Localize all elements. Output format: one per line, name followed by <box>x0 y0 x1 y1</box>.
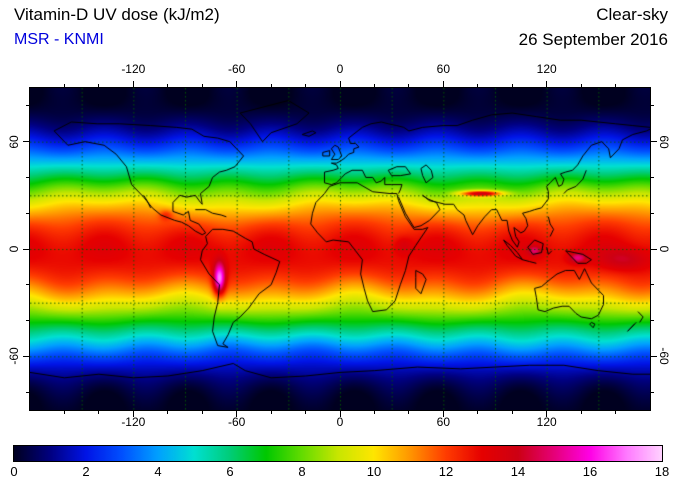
axis-tick <box>201 411 203 414</box>
lon-tick-label-top: -60 <box>227 62 246 76</box>
axis-tick <box>201 84 203 87</box>
axis-tick <box>132 411 134 417</box>
axis-tick <box>339 411 341 417</box>
lat-tick-label-right: 0 <box>657 245 671 253</box>
axis-tick <box>26 176 29 178</box>
lat-tick-label-left: -60 <box>7 347 21 365</box>
axis-tick <box>373 411 375 414</box>
lon-tick-label-bottom: -60 <box>227 415 246 429</box>
axis-tick <box>167 411 169 414</box>
colorbar-tick-label: 16 <box>582 464 598 479</box>
axis-tick <box>63 411 65 414</box>
axis-tick <box>651 391 654 393</box>
colorbar-tick-label: 4 <box>154 464 162 479</box>
scenario-label: Clear-sky <box>596 5 668 24</box>
colorbar-tick-label: 6 <box>226 464 234 479</box>
figure-title: Vitamin-D UV dose (kJ/m2) <box>14 5 220 24</box>
lon-tick-label-bottom: 120 <box>536 415 557 429</box>
lon-tick-label-bottom: 60 <box>436 415 451 429</box>
axis-tick <box>651 141 657 143</box>
lat-tick-label-right: 60 <box>657 134 671 149</box>
axis-tick <box>236 411 238 417</box>
axis-tick <box>23 355 29 357</box>
axis-tick <box>511 411 513 414</box>
lon-tick-label-top: 60 <box>436 62 451 76</box>
axis-tick <box>615 84 617 87</box>
axis-tick <box>477 411 479 414</box>
colorbar <box>13 445 663 462</box>
axis-tick <box>132 81 134 87</box>
axis-tick <box>546 81 548 87</box>
axis-tick <box>442 81 444 87</box>
axis-tick <box>26 212 29 214</box>
lon-tick-label-top: -120 <box>121 62 146 76</box>
axis-tick <box>26 320 29 322</box>
lat-tick-label-right: -60 <box>657 347 671 365</box>
axis-tick <box>651 176 654 178</box>
colorbar-tick-label: 14 <box>510 464 526 479</box>
world-heatmap <box>29 87 651 411</box>
header-left: Vitamin-D UV dose (kJ/m2) MSR - KNMI <box>14 5 220 49</box>
date-label: 26 September 2016 <box>518 30 668 49</box>
axis-tick <box>26 284 29 286</box>
axis-tick <box>270 84 272 87</box>
colorbar-tick-label: 0 <box>10 464 18 479</box>
axis-tick <box>63 84 65 87</box>
colorbar-tick-label: 12 <box>438 464 454 479</box>
colorbar-tick-label: 2 <box>82 464 90 479</box>
lon-tick-label-bottom: 0 <box>336 415 344 429</box>
lon-tick-label-top: 120 <box>536 62 557 76</box>
axis-tick <box>270 411 272 414</box>
axis-tick <box>580 411 582 414</box>
axis-tick <box>98 411 100 414</box>
axis-tick <box>477 84 479 87</box>
colorbar-tick-label: 8 <box>298 464 306 479</box>
axis-tick <box>167 84 169 87</box>
axis-tick <box>651 355 657 357</box>
axis-tick <box>651 320 654 322</box>
colorbar-tick-label: 10 <box>366 464 382 479</box>
axis-tick <box>305 84 307 87</box>
axis-tick <box>442 411 444 417</box>
axis-tick <box>615 411 617 414</box>
axis-tick <box>236 81 238 87</box>
axis-tick <box>373 84 375 87</box>
axis-tick <box>339 81 341 87</box>
axis-tick <box>26 105 29 107</box>
axis-tick <box>26 391 29 393</box>
axis-tick <box>23 248 29 250</box>
axis-tick <box>651 248 657 250</box>
lat-tick-label-left: 0 <box>7 245 21 253</box>
dataset-label: MSR - KNMI <box>14 31 104 48</box>
lon-tick-label-bottom: -120 <box>121 415 146 429</box>
header-right: Clear-sky 26 September 2016 <box>519 5 668 50</box>
axis-tick <box>651 284 654 286</box>
axis-tick <box>651 212 654 214</box>
colorbar-tick-label: 18 <box>654 464 670 479</box>
axis-tick <box>408 411 410 414</box>
axis-tick <box>408 84 410 87</box>
axis-tick <box>98 84 100 87</box>
axis-tick <box>305 411 307 414</box>
axis-tick <box>580 84 582 87</box>
axis-tick <box>23 141 29 143</box>
axis-tick <box>511 84 513 87</box>
axis-tick <box>546 411 548 417</box>
lon-tick-label-top: 0 <box>336 62 344 76</box>
lat-tick-label-left: 60 <box>7 134 21 149</box>
axis-tick <box>651 105 654 107</box>
